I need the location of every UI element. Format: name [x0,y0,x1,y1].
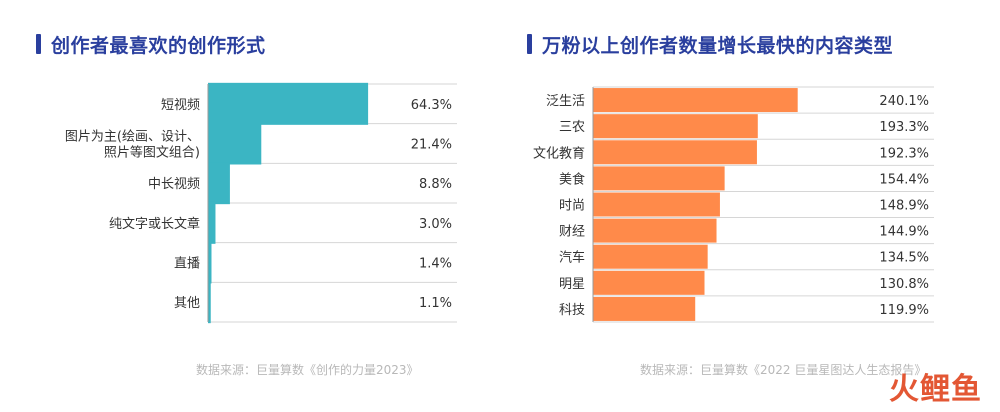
left-chart-bar [208,281,211,324]
watermark-logo: 火鲤鱼 [889,372,982,407]
right-chart-bar [593,140,757,165]
left-chart-category-label: 直播 [174,257,200,272]
right-chart-bar [593,192,720,217]
right-chart-bar [593,114,758,139]
left-chart-value-label: 1.1% [419,296,452,311]
right-chart-bar [593,88,798,113]
right-chart-value-label: 148.9% [879,199,929,214]
left-chart-value-label: 8.8% [419,177,452,192]
right-chart-category-label: 明星 [559,277,585,292]
right-chart-bar [593,270,705,295]
right-chart-title: 万粉以上创作者数量增长最快的内容类型 [527,30,893,58]
left-chart-category-label: 其他 [174,296,200,311]
right-chart-source: 数据来源：巨量算数《2022 巨量星图达人生态报告》 [640,363,927,377]
right-chart-value-label: 144.9% [879,225,929,240]
right-chart-title-text: 万粉以上创作者数量增长最快的内容类型 [542,34,894,57]
left-chart-value-label: 1.4% [419,257,452,272]
left-chart-bar [208,162,230,205]
left-chart-bar [208,201,216,244]
right-chart-value-label: 193.3% [879,120,929,135]
right-chart-value-label: 240.1% [879,94,929,109]
left-chart-bar [208,82,369,125]
title-accent-bar [36,34,41,54]
right-chart-category-label: 财经 [559,225,585,240]
right-chart-category-label: 美食 [559,171,585,187]
right-chart-category-label: 三农 [559,120,585,135]
left-chart-bar [208,241,212,284]
right-chart-bar [593,218,717,243]
left-chart-category-label: 纯文字或长文章 [109,216,200,232]
right-chart-value-label: 154.4% [879,172,929,187]
left-chart-value-label: 21.4% [411,138,452,153]
right-chart-value-label: 192.3% [879,146,929,161]
right-chart-value-label: 119.9% [879,303,929,318]
right-chart-bar [593,244,708,269]
left-chart-bar [208,122,262,165]
right-chart-value-label: 130.8% [879,277,929,292]
left-chart-category-label: 图片为主(绘画、设计、照片等图文组合) [65,130,200,161]
right-chart-value-label: 134.5% [879,251,929,266]
right-chart-bar [593,296,696,321]
right-chart-category-label: 时尚 [559,199,585,214]
right-chart-category-label: 文化教育 [533,145,585,161]
right-chart-category-label: 科技 [559,303,585,318]
left-chart-category-label: 中长视频 [148,177,200,192]
left-chart-value-label: 3.0% [419,217,452,232]
left-chart-title: 创作者最喜欢的创作形式 [36,30,266,58]
right-chart-category-label: 汽车 [559,250,585,266]
left-chart-source: 数据来源：巨量算数《创作的力量2023》 [196,363,419,377]
right-chart-bar [593,166,725,191]
left-chart-value-label: 64.3% [411,98,452,113]
left-chart-title-text: 创作者最喜欢的创作形式 [51,34,266,57]
right-chart-category-label: 泛生活 [546,94,585,109]
left-chart-category-label: 短视频 [161,98,200,113]
title-accent-bar [527,34,532,54]
